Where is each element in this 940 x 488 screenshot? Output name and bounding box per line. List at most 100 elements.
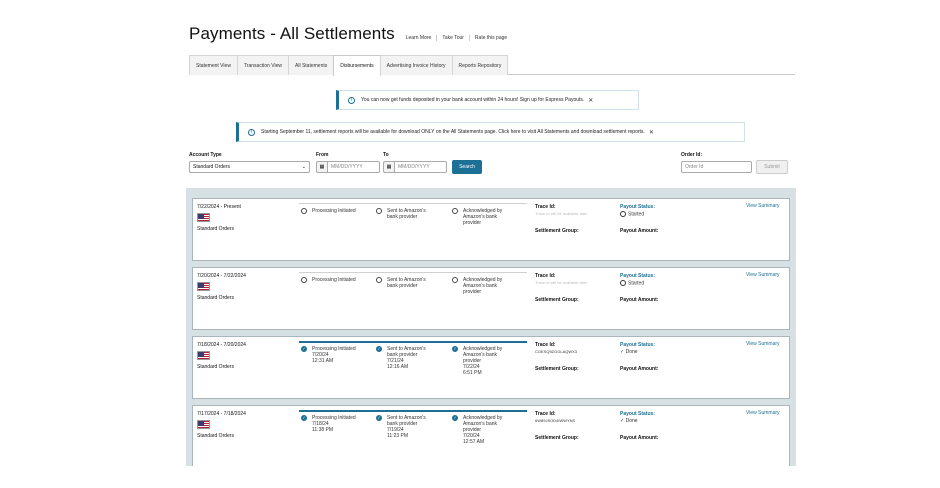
us-flag-icon [197, 282, 210, 291]
step-acknowledged: ✓ Acknowledged by Amazon's bank provider … [452, 346, 503, 376]
settlement-type: Standard Orders [197, 226, 234, 232]
tab-transaction-view[interactable]: Transaction View [236, 55, 290, 75]
settlement-group-label: Settlement Group: [535, 435, 579, 441]
search-button[interactable]: Search [452, 160, 482, 174]
settlement-dates: 7/20/2024 - 7/22/2024 [197, 273, 246, 279]
payout-status-value: ✓ Done [620, 418, 638, 424]
step-acknowledged: ✓ Acknowledged by Amazon's bank provider … [452, 415, 503, 445]
step-sent-to-bank: ✓ Sent to Amazon's bank provider 7/21/24 … [376, 346, 426, 370]
account-type-select[interactable]: Standard Orders ⌄ [189, 161, 310, 173]
check-circle-icon: ✓ [376, 346, 382, 352]
payout-amount-label: Payout Amount: [620, 366, 659, 372]
settlement-card: 7/22/2024 - Present Standard Orders Proc… [192, 198, 790, 261]
payout-amount-label: Payout Amount: [620, 435, 659, 441]
express-payout-message[interactable]: You can now get funds deposited in your … [361, 97, 585, 103]
from-label: From [316, 152, 329, 158]
calendar-icon[interactable]: ▦ [316, 161, 327, 173]
pending-circle-icon [376, 208, 382, 214]
settlement-type: Standard Orders [197, 433, 234, 439]
info-icon: i [348, 96, 355, 104]
view-summary-link[interactable]: View Summary [746, 341, 780, 347]
account-type-label: Account Type [189, 152, 222, 158]
learn-more-link[interactable]: Learn More [401, 35, 438, 41]
settlement-type: Standard Orders [197, 295, 234, 301]
progress-track [299, 272, 527, 273]
reports-notice-message[interactable]: Starting September 11, settlement report… [261, 129, 645, 135]
payout-amount-label: Payout Amount: [620, 297, 659, 303]
us-flag-icon [197, 213, 210, 222]
settlement-dates: 7/17/2024 - 7/18/2024 [197, 411, 246, 417]
settlement-card: 7/18/2024 - 7/20/2024 Standard Orders ✓ P… [192, 336, 790, 399]
clock-icon [620, 280, 626, 286]
chevron-down-icon: ⌄ [301, 164, 306, 170]
tab-advertising-invoice-history[interactable]: Advertising Invoice History [379, 55, 453, 75]
pending-circle-icon [301, 277, 307, 283]
payout-status-label: Payout Status: [620, 273, 656, 279]
tab-disbursements[interactable]: Disbursements [333, 55, 381, 76]
view-summary-link[interactable]: View Summary [746, 272, 780, 278]
payout-status-label: Payout Status: [620, 411, 656, 417]
step-processing-initiated: ✓ Processing Initiated 7/20/24 12:31 AM [301, 346, 356, 364]
clock-icon [620, 211, 626, 217]
payout-status-label: Payout Status: [620, 204, 656, 210]
check-circle-icon: ✓ [301, 346, 307, 352]
settlement-list: 7/22/2024 - Present Standard Orders Proc… [186, 188, 796, 466]
close-icon[interactable]: ✕ [648, 129, 654, 136]
rate-page-link[interactable]: Rate this page [474, 35, 508, 41]
settlements-page: Payments - All Settlements Learn More Ta… [186, 18, 796, 468]
check-circle-icon: ✓ [452, 415, 458, 421]
submit-button[interactable]: Submit [756, 160, 788, 174]
trace-id-value: Trace Id will be available later [535, 280, 588, 285]
us-flag-icon [197, 420, 210, 429]
pending-circle-icon [301, 208, 307, 214]
trace-id-label: Trace Id: [535, 273, 556, 279]
to-label: To [383, 152, 389, 158]
take-tour-link[interactable]: Take Tour [437, 35, 470, 41]
settlement-group-label: Settlement Group: [535, 297, 579, 303]
info-icon: i [248, 128, 255, 136]
step-processing-initiated: Processing Initiated [301, 208, 371, 214]
check-circle-icon: ✓ [376, 415, 382, 421]
from-date-field[interactable]: ▦ MM/DD/YYYY [316, 161, 380, 173]
to-date-input[interactable]: MM/DD/YYYY [394, 161, 447, 173]
tab-all-statements[interactable]: All Statements [288, 55, 335, 75]
step-processing-initiated: Processing Initiated [301, 277, 371, 283]
trace-id-value: 6W89JSOD4IWWYNS [535, 418, 576, 423]
close-icon[interactable]: ✕ [588, 97, 594, 104]
title-row: Payments - All Settlements Learn More Ta… [189, 24, 512, 44]
order-id-input[interactable]: Order Id [681, 161, 752, 173]
payout-status-value: ✓ Done [620, 349, 638, 355]
payout-amount-label: Payout Amount: [620, 228, 659, 234]
pending-circle-icon [452, 208, 458, 214]
progress-track [299, 203, 527, 204]
step-sent-to-bank: Sent to Amazon's bank provider [376, 208, 446, 220]
order-id-label: Order Id: [681, 152, 703, 158]
step-acknowledged: Acknowledged by Amazon's bank provider [452, 277, 522, 295]
settlement-dates: 7/18/2024 - 7/20/2024 [197, 342, 246, 348]
view-summary-link[interactable]: View Summary [746, 410, 780, 416]
header-links: Learn More Take Tour Rate this page [401, 35, 512, 41]
trace-id-label: Trace Id: [535, 411, 556, 417]
calendar-icon[interactable]: ▦ [383, 161, 394, 173]
tab-reports-repository[interactable]: Reports Repository [451, 55, 509, 75]
trace-id-value: Trace Id will be available later [535, 211, 588, 216]
from-date-input[interactable]: MM/DD/YYYY [327, 161, 380, 173]
express-payout-banner: i You can now get funds deposited in you… [336, 90, 639, 110]
pending-circle-icon [452, 277, 458, 283]
check-circle-icon: ✓ [452, 346, 458, 352]
view-summary-link[interactable]: View Summary [746, 203, 780, 209]
checkmark-icon: ✓ [620, 418, 626, 424]
tab-bar: Statement View Transaction View All Stat… [189, 55, 795, 76]
payout-status-value: Started [620, 211, 644, 217]
pending-circle-icon [376, 277, 382, 283]
to-date-field[interactable]: ▦ MM/DD/YYYY [383, 161, 447, 173]
step-processing-initiated: ✓ Processing Initiated 7/18/24 11:38 PM [301, 415, 356, 433]
payout-status-value: Started [620, 280, 644, 286]
tab-statement-view[interactable]: Statement View [189, 55, 238, 75]
settlement-card: 7/17/2024 - 7/18/2024 Standard Orders ✓ P… [192, 405, 790, 466]
check-circle-icon: ✓ [301, 415, 307, 421]
settlement-dates: 7/22/2024 - Present [197, 204, 241, 210]
checkmark-icon: ✓ [620, 349, 626, 355]
step-sent-to-bank: Sent to Amazon's bank provider [376, 277, 446, 289]
step-sent-to-bank: ✓ Sent to Amazon's bank provider 7/19/24 … [376, 415, 426, 439]
